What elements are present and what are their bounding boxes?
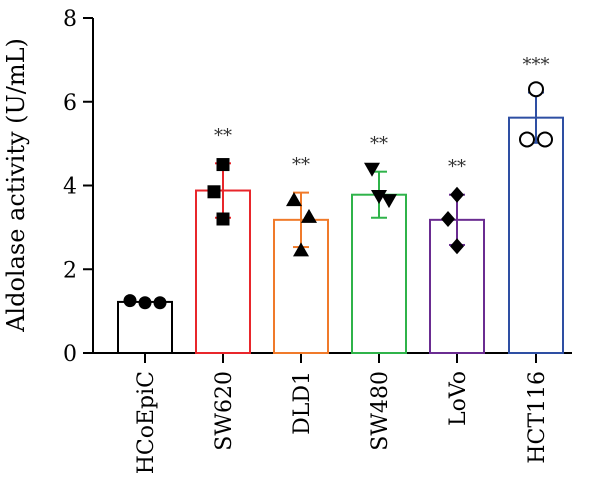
significance-label-HCT116: *** <box>523 55 550 76</box>
data-point-LoVo <box>450 186 464 203</box>
data-point-LoVo <box>441 211 455 227</box>
category-label-HCoEpiC: HCoEpiC <box>134 371 159 474</box>
bar-HCoEpiC <box>117 300 173 355</box>
axes: 0 2 4 6 8 <box>63 7 572 367</box>
data-point-DLD1 <box>286 192 302 207</box>
data-point-LoVo <box>450 238 464 255</box>
significance-labels: *********** <box>214 55 550 178</box>
data-point-SW620 <box>216 158 230 172</box>
data-point-HCoEpiC <box>153 296 167 310</box>
significance-label-SW620: ** <box>214 125 232 146</box>
data-point-HCT116 <box>528 81 544 98</box>
data-point-SW620 <box>207 185 221 199</box>
y-tick-label: 0 <box>63 342 77 367</box>
y-tick-label: 8 <box>63 7 77 32</box>
y-tick-label: 6 <box>63 91 77 116</box>
significance-label-DLD1: ** <box>292 155 310 176</box>
data-point-DLD1 <box>293 242 309 257</box>
data-point-HCT116 <box>519 131 535 148</box>
error-bars <box>215 91 544 249</box>
y-axis-label: Aldolase activity (U/mL) <box>2 38 30 333</box>
data-point-DLD1 <box>301 208 317 223</box>
data-point-HCoEpiC <box>138 296 152 310</box>
data-points <box>123 81 553 310</box>
data-point-SW480 <box>371 189 387 204</box>
y-tick-label: 4 <box>63 175 77 200</box>
category-label-SW480: SW480 <box>368 371 393 451</box>
bar-HCT116 <box>508 116 564 354</box>
category-labels: HCoEpiC SW620 DLD1 SW480 LoVo HCT116 <box>134 371 550 474</box>
category-label-HCT116: HCT116 <box>525 371 550 464</box>
data-point-SW620 <box>216 212 230 226</box>
bars <box>117 116 564 355</box>
data-point-HCoEpiC <box>123 294 137 308</box>
data-point-SW480 <box>381 194 397 209</box>
category-label-SW620: SW620 <box>212 371 237 451</box>
significance-label-SW480: ** <box>370 134 388 155</box>
significance-label-LoVo: ** <box>448 157 466 178</box>
y-tick-label: 2 <box>63 258 77 283</box>
category-label-LoVo: LoVo <box>446 371 471 426</box>
data-point-HCT116 <box>537 131 553 148</box>
category-label-DLD1: DLD1 <box>290 371 315 435</box>
data-point-SW480 <box>364 162 380 177</box>
